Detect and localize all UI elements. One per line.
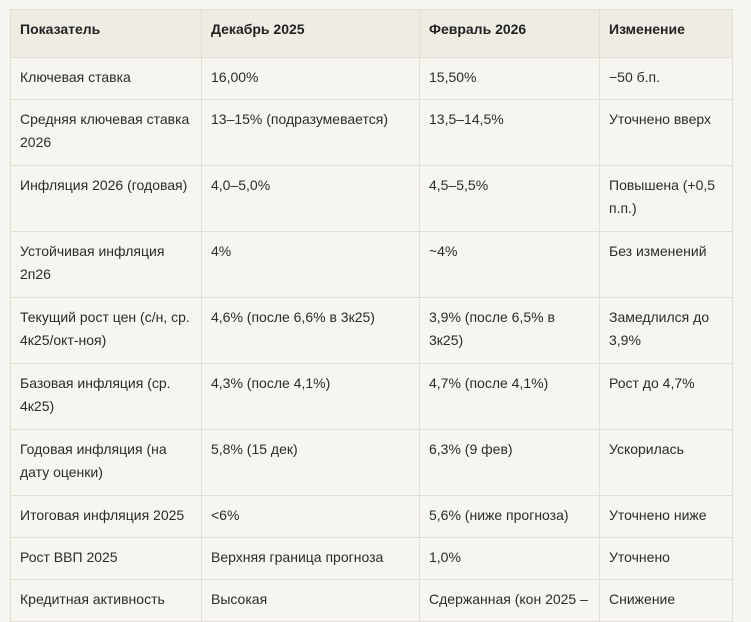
- table-row: Годовая инфляция (на дату оценки) 5,8% (…: [10, 429, 733, 496]
- cell-december: 16,00%: [201, 57, 420, 100]
- cell-february: 15,50%: [419, 57, 600, 100]
- header-february-2026: Февраль 2026: [419, 9, 600, 58]
- cell-february: 6,3% (9 фев): [419, 429, 600, 496]
- table-row: Текущий рост цен (с/н, ср. 4к25/окт-ноя)…: [10, 297, 733, 364]
- table-row: Устойчивая инфляция 2п26 4% ~4% Без изме…: [10, 231, 733, 298]
- cell-indicator: Устойчивая инфляция 2п26: [10, 231, 202, 298]
- cell-december: 4,3% (после 4,1%): [201, 363, 420, 430]
- cell-february: 3,9% (после 6,5% в 3к25): [419, 297, 600, 364]
- cell-indicator: Базовая инфляция (ср. 4к25): [10, 363, 202, 430]
- table-header-row: Показатель Декабрь 2025 Февраль 2026 Изм…: [10, 9, 733, 58]
- comparison-table-container: Показатель Декабрь 2025 Февраль 2026 Изм…: [10, 9, 733, 622]
- header-change: Изменение: [599, 9, 733, 58]
- comparison-table: Показатель Декабрь 2025 Февраль 2026 Изм…: [10, 9, 733, 622]
- cell-change: Без изменений: [599, 231, 733, 298]
- cell-december: 4%: [201, 231, 420, 298]
- cell-change: Повышена (+0,5 п.п.): [599, 165, 733, 232]
- cell-change: Уточнено ниже: [599, 495, 733, 538]
- cell-february: ~4%: [419, 231, 600, 298]
- cell-indicator: Рост ВВП 2025: [10, 537, 202, 580]
- cell-change: Ускорилась: [599, 429, 733, 496]
- cell-change: Рост до 4,7%: [599, 363, 733, 430]
- cell-indicator: Ключевая ставка: [10, 57, 202, 100]
- cell-indicator: Итоговая инфляция 2025: [10, 495, 202, 538]
- table-row: Инфляция 2026 (годовая) 4,0–5,0% 4,5–5,5…: [10, 165, 733, 232]
- cell-indicator: Текущий рост цен (с/н, ср. 4к25/окт-ноя): [10, 297, 202, 364]
- cell-december: 13–15% (подразумевается): [201, 99, 420, 166]
- cell-february: 1,0%: [419, 537, 600, 580]
- cell-december: 4,0–5,0%: [201, 165, 420, 232]
- cell-december: <6%: [201, 495, 420, 538]
- header-december-2025: Декабрь 2025: [201, 9, 420, 58]
- cell-change: Уточнено вверх: [599, 99, 733, 166]
- cell-change: Замедлился до 3,9%: [599, 297, 733, 364]
- cell-indicator: Годовая инфляция (на дату оценки): [10, 429, 202, 496]
- header-indicator: Показатель: [10, 9, 202, 58]
- cell-february: 4,7% (после 4,1%): [419, 363, 600, 430]
- table-row: Средняя ключевая ставка 2026 13–15% (под…: [10, 99, 733, 166]
- cell-indicator: Средняя ключевая ставка 2026: [10, 99, 202, 166]
- cell-change: −50 б.п.: [599, 57, 733, 100]
- cell-change: Уточнено: [599, 537, 733, 580]
- cell-february: 4,5–5,5%: [419, 165, 600, 232]
- cell-february: 5,6% (ниже прогноза): [419, 495, 600, 538]
- cell-indicator: Инфляция 2026 (годовая): [10, 165, 202, 232]
- table-row: Ключевая ставка 16,00% 15,50% −50 б.п.: [10, 57, 733, 100]
- table-row: Рост ВВП 2025 Верхняя граница прогноза 1…: [10, 537, 733, 580]
- table-row: Итоговая инфляция 2025 <6% 5,6% (ниже пр…: [10, 495, 733, 538]
- table-row: Базовая инфляция (ср. 4к25) 4,3% (после …: [10, 363, 733, 430]
- cell-december: 4,6% (после 6,6% в 3к25): [201, 297, 420, 364]
- cell-december: Верхняя граница прогноза: [201, 537, 420, 580]
- cell-december: 5,8% (15 дек): [201, 429, 420, 496]
- cell-february: 13,5–14,5%: [419, 99, 600, 166]
